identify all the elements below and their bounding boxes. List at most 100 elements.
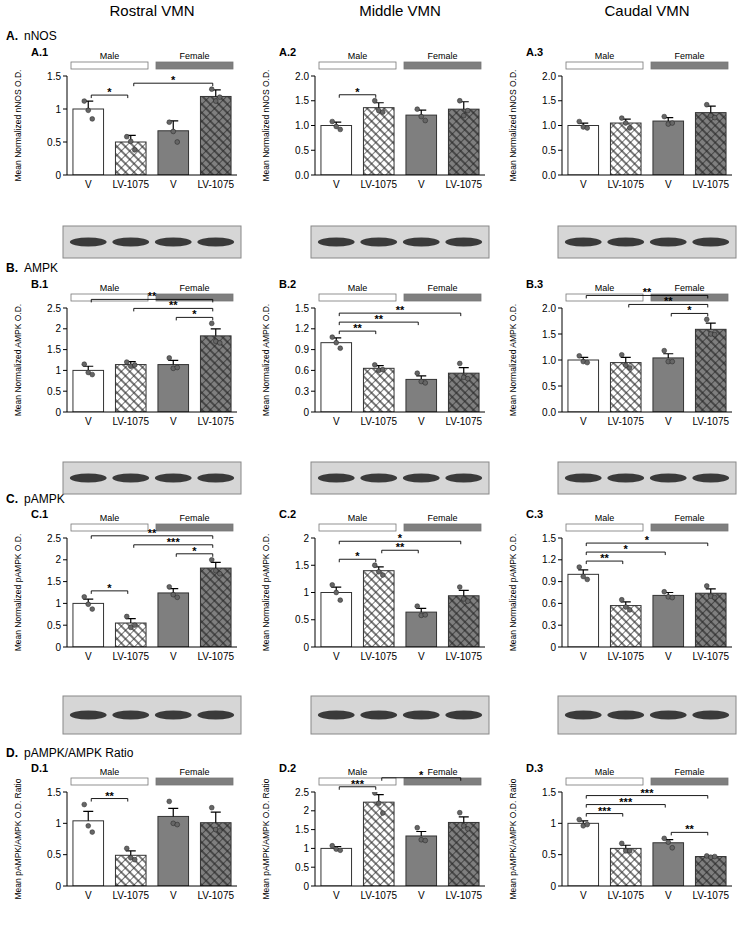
- x-tick-label: LV-1075: [692, 179, 729, 190]
- group-label: Female: [674, 283, 704, 293]
- blot-frame: [558, 462, 736, 494]
- error-bar: [663, 354, 673, 358]
- y-axis-label: Mean Normalized pAMPK O.D.: [13, 534, 23, 652]
- y-axis-label: Mean Normalized nNOS O.D.: [261, 70, 271, 182]
- blot-image: [63, 462, 241, 494]
- x-tick-label: LV-1075: [607, 179, 644, 190]
- data-point: [423, 838, 428, 843]
- y-tick: [311, 792, 315, 793]
- y-tick: [311, 829, 315, 830]
- y-tick: [63, 792, 67, 793]
- data-point: [577, 817, 582, 822]
- blot-band: [155, 238, 192, 247]
- data-point: [90, 372, 95, 377]
- data-point: [465, 108, 470, 113]
- y-tick-label: 1.5: [47, 71, 61, 82]
- error-bar: [621, 357, 631, 362]
- group-swatch: [404, 294, 481, 301]
- y-tick-label: 1.5: [47, 787, 61, 798]
- y-axis-label: Mean Normalized AMPK O.D.: [261, 304, 271, 416]
- x-tick-label: V: [85, 179, 92, 190]
- error-bar: [459, 368, 469, 374]
- blot-band: [360, 238, 397, 247]
- row-letter: A.: [6, 29, 18, 43]
- y-axis: [67, 76, 68, 175]
- panel: D.3Mean pAMPK/AMPK O.D. RatioMaleFemale0…: [508, 762, 732, 901]
- y-axis: [67, 538, 68, 647]
- y-axis: [315, 308, 316, 412]
- data-point: [338, 346, 343, 351]
- blot-band: [565, 711, 602, 720]
- panel: B.2Mean Normalized AMPK O.D.MaleFemale00…: [261, 278, 489, 494]
- blot-band: [650, 711, 687, 720]
- error-bar: [706, 323, 716, 329]
- x-tick-label: V: [665, 416, 672, 427]
- bar: [448, 373, 479, 412]
- blot-band: [70, 711, 107, 720]
- data-point: [167, 356, 172, 361]
- bar: [406, 115, 437, 175]
- blot-band: [445, 238, 482, 247]
- bar: [363, 571, 394, 647]
- y-axis-label: Mean Normalized AMPK O.D.: [13, 304, 23, 416]
- y-tick: [311, 370, 315, 371]
- significance-label: *: [107, 86, 112, 98]
- data-point: [627, 849, 632, 854]
- data-point: [334, 590, 339, 595]
- column-header: Middle VMN: [359, 2, 441, 19]
- data-point: [209, 805, 214, 810]
- data-point: [415, 107, 420, 112]
- blot-band: [607, 474, 644, 483]
- error-bar: [374, 103, 384, 108]
- significance-label: **: [105, 790, 114, 802]
- x-tick-label: LV-1075: [607, 890, 644, 901]
- group-label: Female: [674, 767, 704, 777]
- bar: [73, 370, 104, 412]
- blot-band: [197, 238, 234, 247]
- x-axis: [315, 175, 485, 176]
- y-tick: [63, 349, 67, 350]
- y-tick-label: 0: [550, 881, 556, 892]
- y-tick: [558, 360, 562, 361]
- bar: [363, 108, 394, 175]
- group-label: Female: [427, 513, 457, 523]
- data-point: [132, 623, 137, 628]
- data-point: [380, 573, 385, 578]
- panel-label: B.3: [526, 278, 543, 290]
- panel: C.3Mean Normalized pAMPK O.D.MaleFemale0…: [508, 508, 736, 734]
- y-tick: [311, 867, 315, 868]
- group-label: Male: [595, 767, 615, 777]
- x-axis: [315, 412, 485, 413]
- bar: [695, 593, 726, 647]
- blot-band: [318, 711, 355, 720]
- data-point: [372, 98, 377, 103]
- bar: [610, 363, 641, 412]
- blot-band: [112, 711, 149, 720]
- panel-label: A.3: [526, 46, 543, 58]
- y-tick: [63, 538, 67, 539]
- y-tick: [311, 565, 315, 566]
- significance-label: *: [419, 769, 424, 781]
- data-point: [577, 353, 582, 358]
- bar: [115, 855, 146, 886]
- x-tick-label: LV-1075: [692, 890, 729, 901]
- data-point: [171, 129, 176, 134]
- data-point: [712, 115, 717, 120]
- y-tick: [558, 647, 562, 648]
- x-tick-label: V: [580, 179, 587, 190]
- bar: [610, 848, 641, 886]
- panel-label: B.2: [279, 278, 296, 290]
- y-tick-label: 2.5: [47, 533, 61, 544]
- bar: [321, 848, 352, 886]
- y-tick: [558, 854, 562, 855]
- data-point: [86, 108, 91, 113]
- y-tick-label: 0.9: [542, 576, 556, 587]
- data-point: [662, 589, 667, 594]
- panel: A.1Mean Normalized nNOS O.D.MaleFemale00…: [13, 46, 241, 258]
- blot-image: [63, 696, 241, 734]
- y-axis: [562, 538, 563, 647]
- data-point: [217, 571, 222, 576]
- significance-label: ***: [167, 536, 181, 548]
- data-point: [627, 365, 632, 370]
- data-point: [330, 335, 335, 340]
